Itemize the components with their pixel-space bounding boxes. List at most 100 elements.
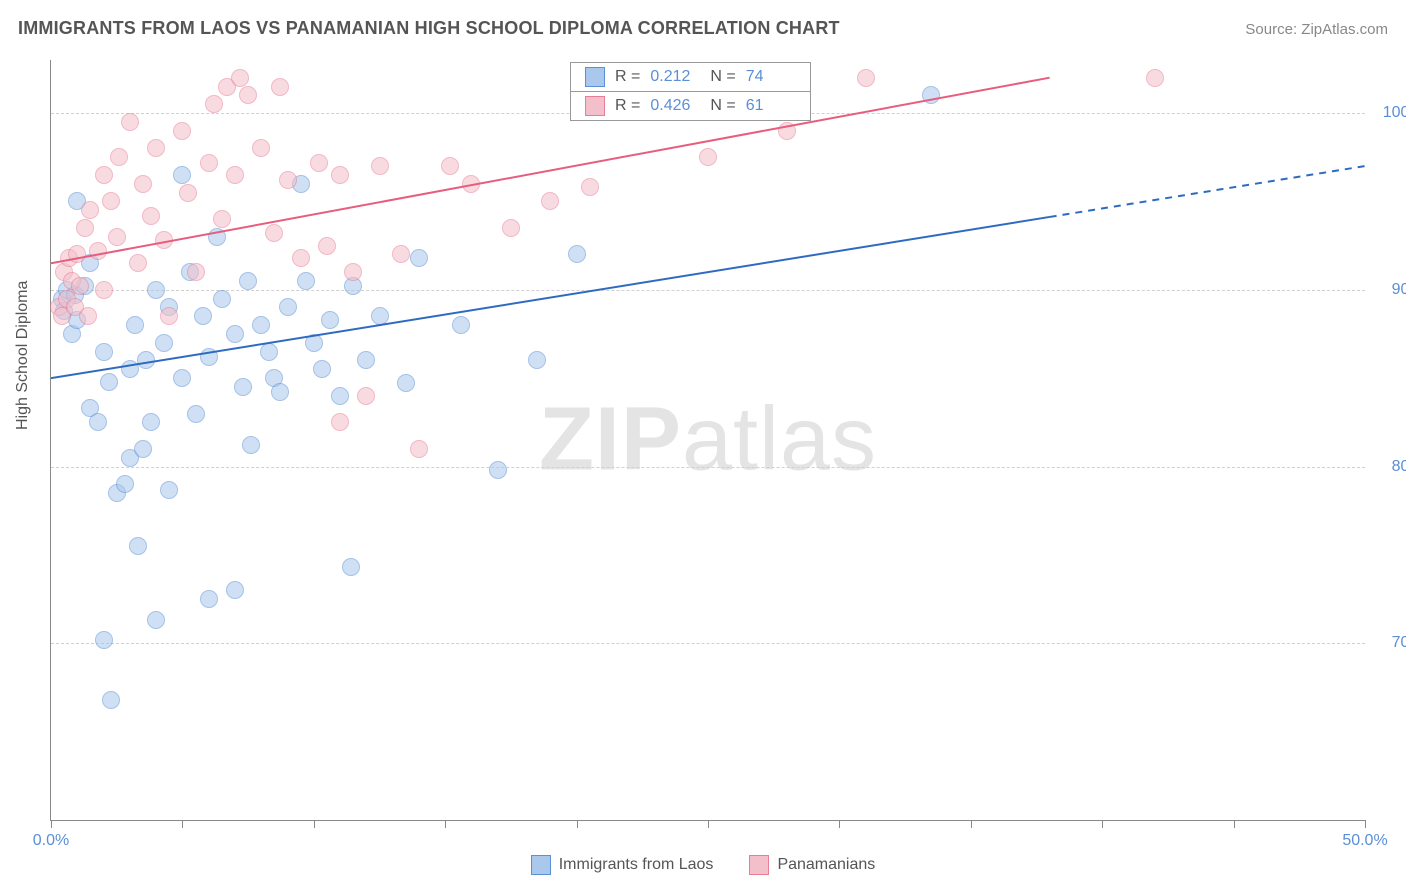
legend-label: Immigrants from Laos: [559, 856, 714, 874]
data-point: [194, 307, 212, 325]
correlation-legend-row: R =0.426N =61: [571, 92, 810, 120]
data-point: [95, 281, 113, 299]
data-point: [252, 139, 270, 157]
correlation-legend-row: R =0.212N =74: [571, 63, 810, 92]
gridline-h: [51, 643, 1365, 644]
data-point: [89, 413, 107, 431]
data-point: [397, 374, 415, 392]
data-point: [462, 175, 480, 193]
data-point: [95, 343, 113, 361]
y-axis-label: High School Diploma: [14, 281, 32, 430]
r-value: 0.426: [650, 97, 700, 115]
data-point: [95, 631, 113, 649]
x-tick: [1365, 820, 1366, 828]
data-point: [102, 192, 120, 210]
x-tick-label: 0.0%: [33, 832, 69, 850]
x-tick: [1234, 820, 1235, 828]
r-value: 0.212: [650, 68, 700, 86]
watermark-atlas: atlas: [682, 390, 877, 490]
x-tick: [577, 820, 578, 828]
data-point: [187, 405, 205, 423]
data-point: [173, 166, 191, 184]
x-tick: [445, 820, 446, 828]
data-point: [410, 440, 428, 458]
data-point: [226, 581, 244, 599]
y-tick-label: 70.0%: [1377, 634, 1406, 652]
data-point: [541, 192, 559, 210]
data-point: [173, 369, 191, 387]
data-point: [239, 86, 257, 104]
data-point: [147, 139, 165, 157]
data-point: [1146, 69, 1164, 87]
data-point: [371, 157, 389, 175]
data-point: [260, 343, 278, 361]
data-point: [208, 228, 226, 246]
chart-plot-area: ZIPatlas 70.0%80.0%90.0%100.0%0.0%50.0%: [50, 60, 1365, 821]
data-point: [242, 436, 260, 454]
y-tick-label: 80.0%: [1377, 458, 1406, 476]
x-tick: [708, 820, 709, 828]
y-tick-label: 90.0%: [1377, 281, 1406, 299]
legend-swatch: [585, 67, 605, 87]
legend-item: Panamanians: [749, 855, 875, 875]
data-point: [271, 383, 289, 401]
data-point: [857, 69, 875, 87]
data-point: [200, 590, 218, 608]
data-point: [392, 245, 410, 263]
data-point: [142, 413, 160, 431]
data-point: [581, 178, 599, 196]
data-point: [205, 95, 223, 113]
data-point: [441, 157, 459, 175]
data-point: [331, 387, 349, 405]
source-link[interactable]: ZipAtlas.com: [1301, 21, 1388, 38]
data-point: [239, 272, 257, 290]
data-point: [305, 334, 323, 352]
data-point: [121, 113, 139, 131]
data-point: [313, 360, 331, 378]
data-point: [528, 351, 546, 369]
title-bar: IMMIGRANTS FROM LAOS VS PANAMANIAN HIGH …: [18, 18, 1388, 39]
legend-label: Panamanians: [777, 856, 875, 874]
source-label: Source:: [1245, 21, 1301, 38]
n-label: N =: [710, 97, 735, 115]
data-point: [279, 171, 297, 189]
data-point: [71, 277, 89, 295]
x-tick-label: 50.0%: [1342, 832, 1387, 850]
data-point: [134, 175, 152, 193]
data-point: [489, 461, 507, 479]
r-label: R =: [615, 97, 640, 115]
data-point: [134, 440, 152, 458]
data-point: [231, 69, 249, 87]
r-label: R =: [615, 68, 640, 86]
data-point: [778, 122, 796, 140]
data-point: [213, 210, 231, 228]
data-point: [76, 219, 94, 237]
data-point: [95, 166, 113, 184]
chart-title: IMMIGRANTS FROM LAOS VS PANAMANIAN HIGH …: [18, 18, 840, 39]
data-point: [102, 691, 120, 709]
data-point: [410, 249, 428, 267]
data-point: [100, 373, 118, 391]
x-tick: [1102, 820, 1103, 828]
data-point: [357, 387, 375, 405]
data-point: [297, 272, 315, 290]
data-point: [129, 254, 147, 272]
n-value: 74: [746, 68, 796, 86]
watermark-zip: ZIP: [539, 390, 682, 490]
data-point: [160, 481, 178, 499]
y-tick-label: 100.0%: [1377, 104, 1406, 122]
data-point: [187, 263, 205, 281]
data-point: [126, 316, 144, 334]
series-legend: Immigrants from Laos Panamanians: [0, 855, 1406, 880]
data-point: [129, 537, 147, 555]
data-point: [160, 307, 178, 325]
x-tick: [182, 820, 183, 828]
data-point: [279, 298, 297, 316]
data-point: [568, 245, 586, 263]
data-point: [147, 281, 165, 299]
data-point: [234, 378, 252, 396]
legend-item: Immigrants from Laos: [531, 855, 714, 875]
data-point: [155, 334, 173, 352]
data-point: [357, 351, 375, 369]
data-point: [271, 78, 289, 96]
